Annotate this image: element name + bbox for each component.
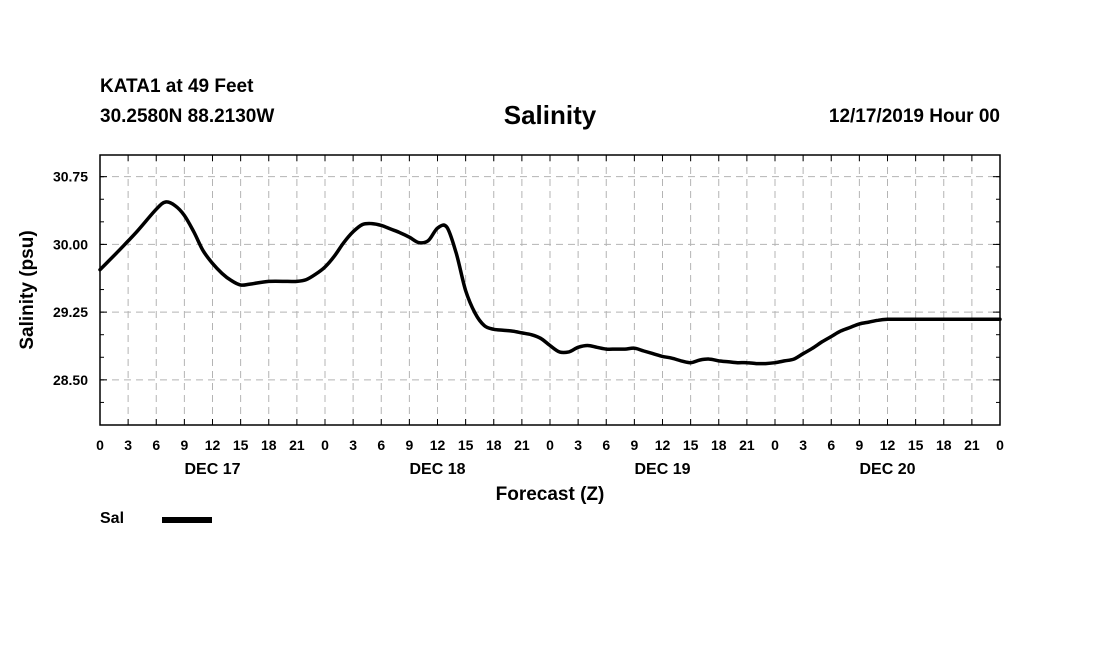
x-tick-label: 0 xyxy=(771,437,779,453)
x-tick-label: 12 xyxy=(655,437,671,453)
day-label: DEC 17 xyxy=(184,461,240,478)
x-tick-label: 18 xyxy=(486,437,502,453)
x-tick-label: 0 xyxy=(546,437,554,453)
y-axis-title: Salinity (psu) xyxy=(17,230,38,349)
x-tick-label: 12 xyxy=(205,437,221,453)
x-tick-label: 9 xyxy=(180,437,188,453)
x-tick-label: 0 xyxy=(321,437,329,453)
x-tick-label: 6 xyxy=(377,437,385,453)
x-tick-label: 21 xyxy=(964,437,980,453)
x-tick-label: 3 xyxy=(574,437,582,453)
x-tick-label: 12 xyxy=(430,437,446,453)
x-tick-label: 6 xyxy=(152,437,160,453)
x-axis-title: Forecast (Z) xyxy=(496,484,605,505)
y-tick-label: 29.25 xyxy=(53,304,88,320)
station-label: KATA1 at 49 Feet xyxy=(100,76,254,97)
series-line-sal xyxy=(98,200,1002,366)
x-tick-label: 12 xyxy=(880,437,896,453)
legend-label: Sal xyxy=(100,510,125,527)
x-tick-label: 18 xyxy=(936,437,952,453)
x-tick-label: 9 xyxy=(405,437,413,453)
x-tick-label: 3 xyxy=(349,437,357,453)
x-tick-label: 15 xyxy=(458,437,474,453)
coordinates-label: 30.2580N 88.2130W xyxy=(100,106,275,127)
chart-title: Salinity xyxy=(503,100,597,130)
y-tick-label: 28.50 xyxy=(53,372,88,388)
day-label: DEC 20 xyxy=(859,461,915,478)
x-tick-label: 0 xyxy=(996,437,1004,453)
x-tick-label: 21 xyxy=(739,437,755,453)
x-tick-label: 15 xyxy=(908,437,924,453)
plot-frame xyxy=(99,154,1001,426)
y-tick-label: 30.75 xyxy=(53,169,88,185)
legend-swatch xyxy=(162,517,212,523)
x-tick-label: 21 xyxy=(514,437,530,453)
run-time-label: 12/17/2019 Hour 00 xyxy=(828,106,1000,127)
x-tick-label: 3 xyxy=(799,437,807,453)
x-tick-label: 6 xyxy=(827,437,835,453)
x-tick-label: 3 xyxy=(124,437,132,453)
x-tick-label: 0 xyxy=(96,437,104,453)
y-tick-label: 30.00 xyxy=(53,236,88,252)
x-tick-label: 21 xyxy=(289,437,305,453)
x-tick-label: 6 xyxy=(602,437,610,453)
x-tick-label: 15 xyxy=(683,437,699,453)
x-tick-label: 9 xyxy=(855,437,863,453)
day-label: DEC 19 xyxy=(634,461,690,478)
x-tick-label: 18 xyxy=(711,437,727,453)
x-tick-label: 9 xyxy=(630,437,638,453)
day-label: DEC 18 xyxy=(409,461,465,478)
x-tick-label: 18 xyxy=(261,437,277,453)
x-tick-label: 15 xyxy=(233,437,249,453)
